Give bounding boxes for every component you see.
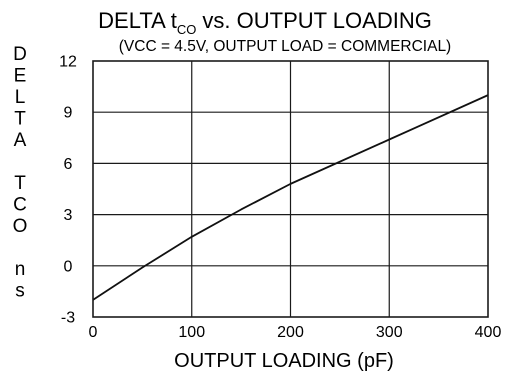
- y-axis-label-char: T: [14, 173, 26, 194]
- y-tick-label: 0: [64, 258, 73, 275]
- y-tick-label: -3: [61, 310, 75, 327]
- y-axis-label-char: n: [15, 259, 26, 280]
- title-main: DELTA t: [98, 8, 177, 33]
- chart-subtitle: (VCC = 4.5V, OUTPUT LOAD = COMMERCIAL): [119, 38, 451, 55]
- y-tick-label: 3: [64, 207, 73, 224]
- x-tick-label: 300: [376, 324, 403, 341]
- x-tick-label: 100: [178, 324, 205, 341]
- x-tick-labels: 0 100 200 300 400: [89, 324, 502, 341]
- y-tick-label: 6: [64, 156, 73, 173]
- y-tick-labels: -3 0 3 6 9 12: [59, 54, 77, 327]
- y-axis-label-char: A: [14, 130, 27, 151]
- y-axis-label-char: D: [13, 44, 27, 65]
- grid: [93, 61, 488, 317]
- x-tick-label: 0: [89, 324, 98, 341]
- y-tick-label: 9: [64, 105, 73, 122]
- y-axis-label-char: O: [13, 216, 28, 237]
- series-layer: [92, 94, 489, 301]
- x-axis-label: OUTPUT LOADING (pF): [174, 350, 394, 372]
- title-suffix: vs. OUTPUT LOADING: [196, 8, 432, 33]
- y-axis-label-char: T: [14, 109, 26, 130]
- y-axis-label-char: C: [13, 195, 27, 216]
- y-tick-label: 12: [59, 54, 77, 71]
- y-axis-label-char: s: [15, 281, 25, 302]
- x-tick-label: 400: [475, 324, 502, 341]
- title-subscript: CO: [177, 22, 197, 37]
- y-axis-label-char: E: [14, 66, 27, 87]
- series-line: [92, 94, 489, 301]
- chart-title: DELTA tCO vs. OUTPUT LOADING: [98, 8, 432, 37]
- y-axis-label-char: L: [15, 87, 26, 108]
- x-tick-label: 200: [277, 324, 304, 341]
- plot-frame: [92, 60, 489, 318]
